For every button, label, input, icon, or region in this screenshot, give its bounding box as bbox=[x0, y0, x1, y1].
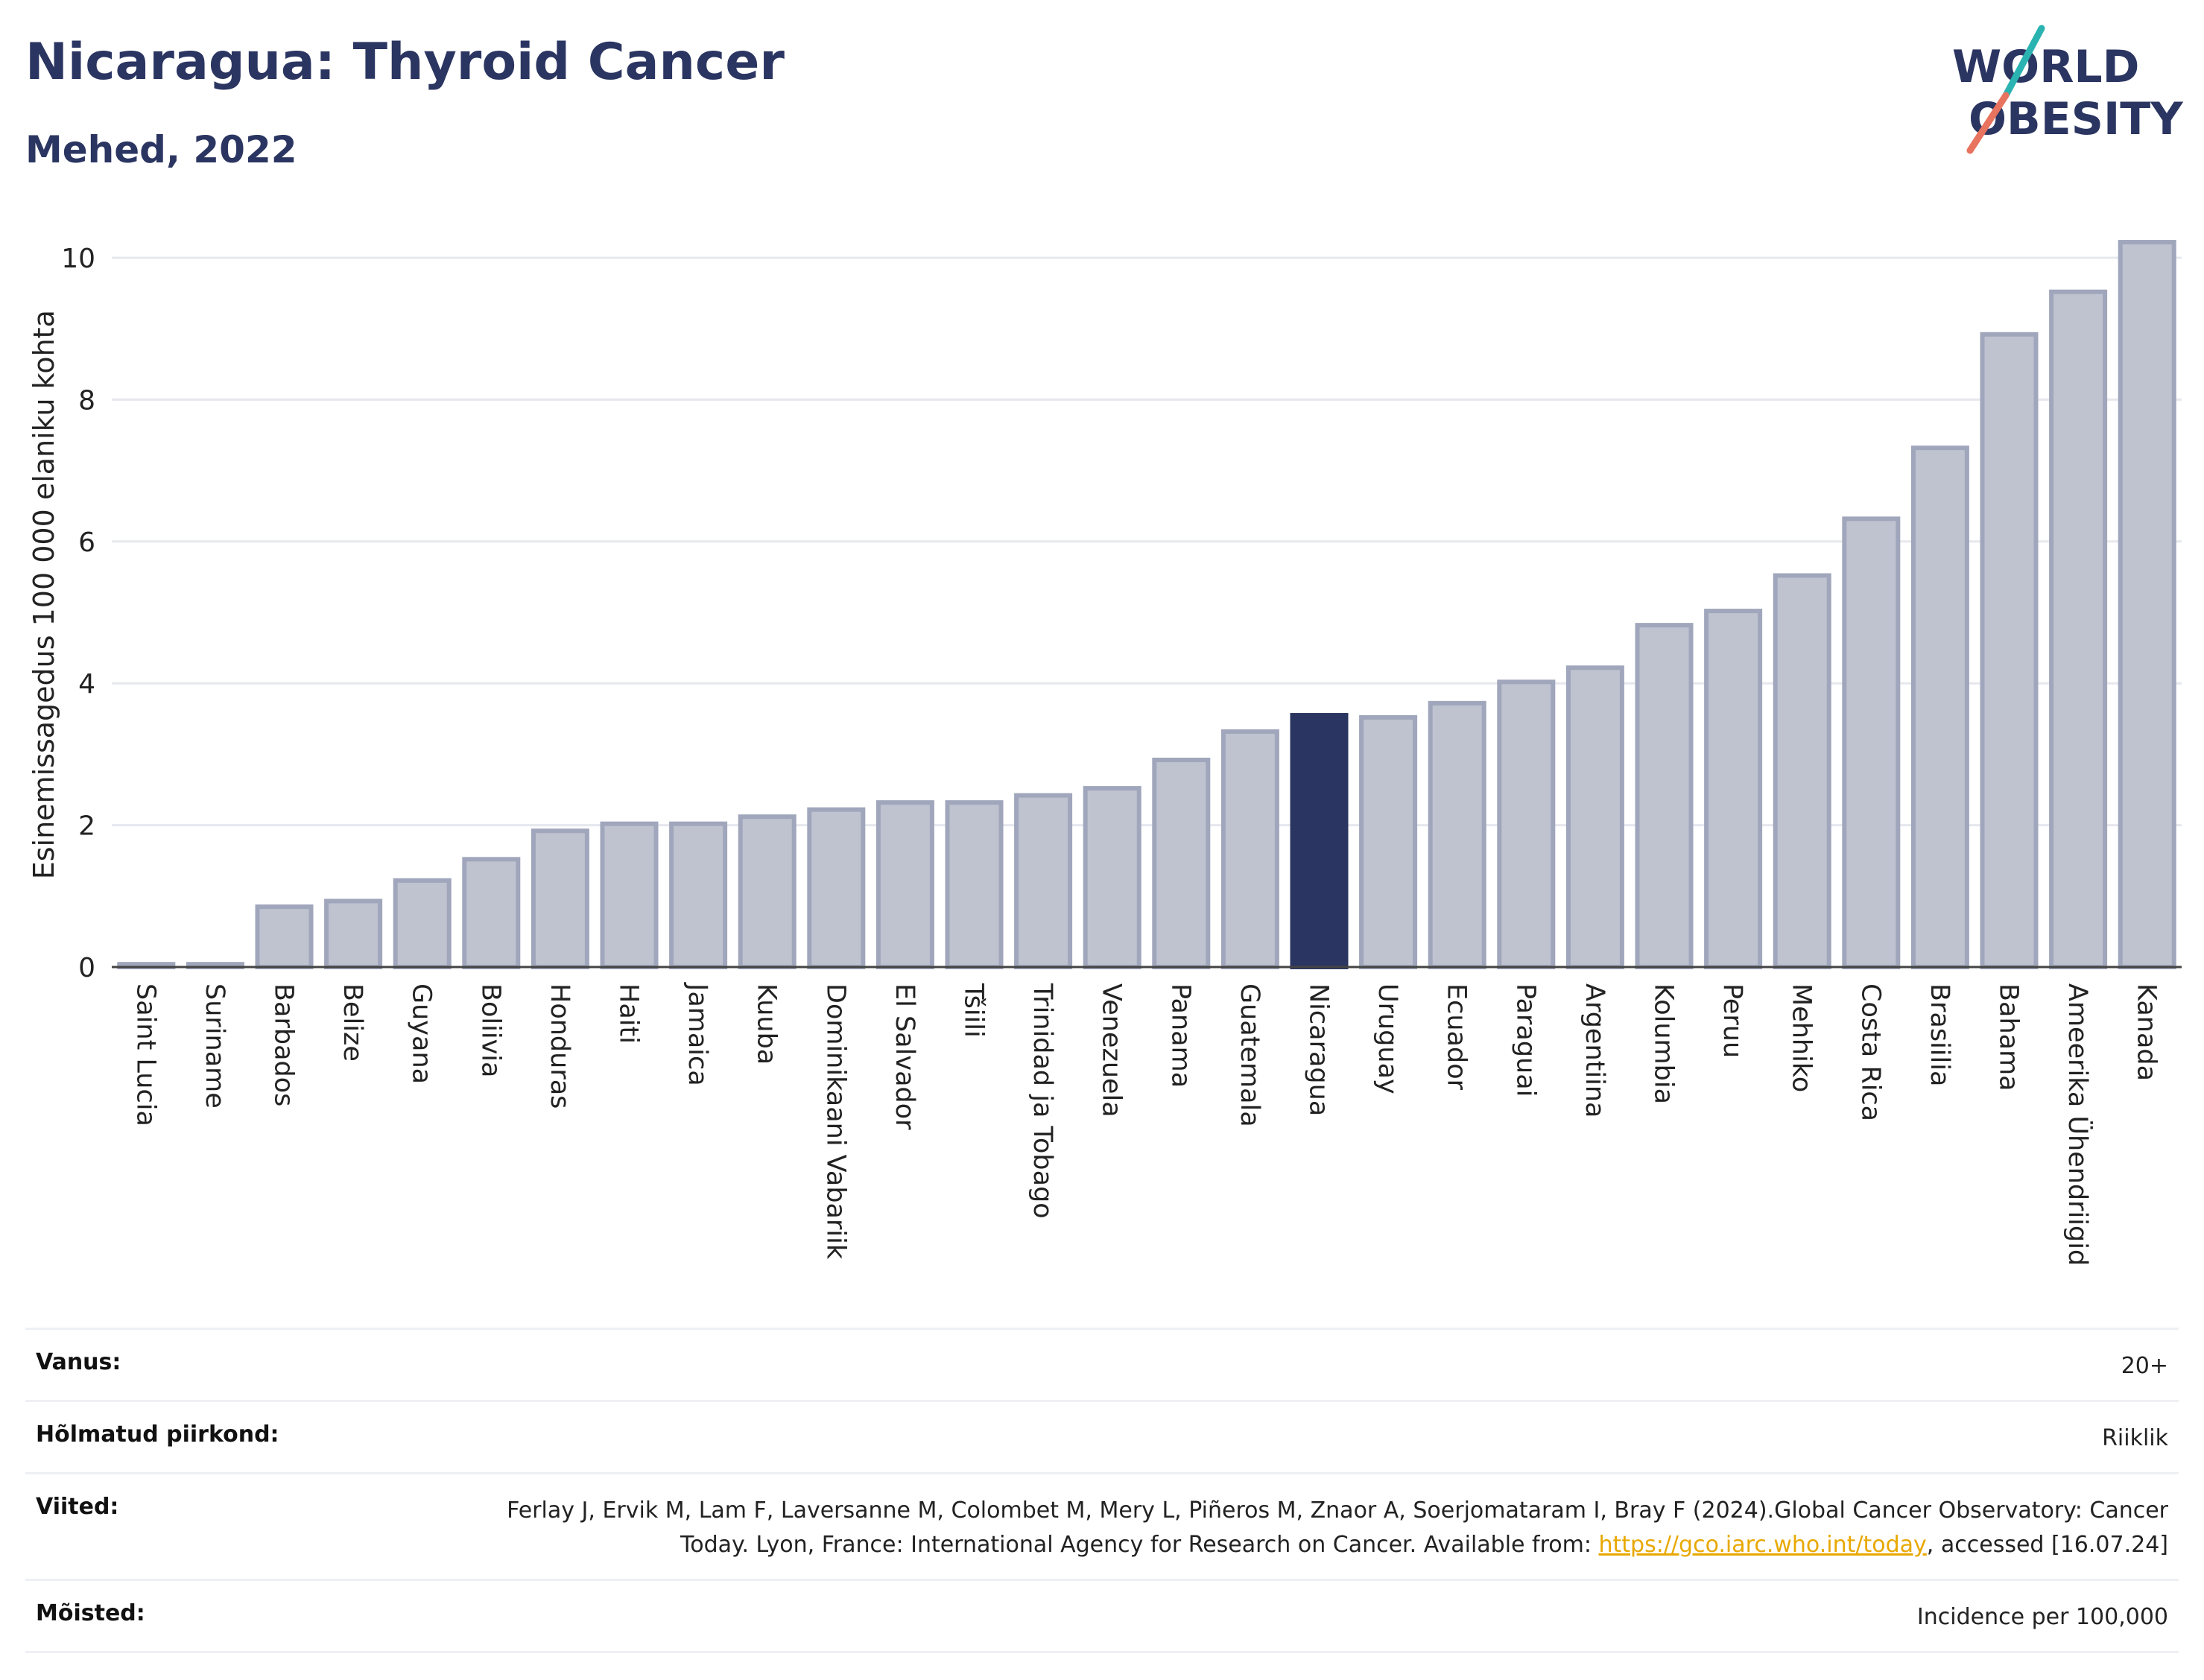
meta-value: Riiklik bbox=[2102, 1425, 2168, 1451]
bar-el-salvador bbox=[875, 800, 934, 969]
x-tick-label: Boliivia bbox=[475, 983, 505, 1077]
y-tick-label: 8 bbox=[78, 385, 95, 416]
meta-value: 20+ bbox=[2121, 1353, 2168, 1379]
grid-layer bbox=[112, 256, 2182, 827]
bar-paraguai bbox=[1497, 679, 1556, 970]
meta-row: Viited: Ferlay J, Ervik M, Lam F, Laversa… bbox=[25, 1472, 2179, 1579]
logo-slash-coral bbox=[1966, 92, 2010, 154]
meta-row: Vanus: 20+ bbox=[25, 1328, 2179, 1400]
bar-brasiilia bbox=[1910, 446, 1969, 969]
meta-label: Viited: bbox=[36, 1494, 119, 1520]
logo-slash-teal bbox=[2002, 25, 2045, 99]
meta-row: Hõlmatud piirkond: Riiklik bbox=[25, 1400, 2179, 1472]
x-tick-label: Panama bbox=[1165, 983, 1195, 1088]
meta-label: Vanus: bbox=[36, 1349, 121, 1375]
x-tick-label: Argentiina bbox=[1580, 983, 1609, 1118]
x-tick-label: Haiti bbox=[614, 983, 644, 1044]
bar-barbados bbox=[255, 904, 314, 969]
bar-boliivia bbox=[462, 857, 521, 970]
bar-belize bbox=[324, 898, 383, 969]
bar-guatemala bbox=[1220, 729, 1279, 969]
x-tick-label: Dominikaani Vabariik bbox=[820, 983, 850, 1260]
y-tick-label: 2 bbox=[78, 811, 95, 842]
bar-guyana bbox=[393, 878, 452, 969]
x-tick-label: Barbados bbox=[269, 983, 299, 1106]
y-axis-label: Esinemissagedus 100 000 elaniku kohta bbox=[28, 310, 60, 879]
bar-ameerika-ühendriigid bbox=[2049, 289, 2108, 970]
x-tick-label: Peruu bbox=[1717, 983, 1747, 1058]
bar-kolumbia bbox=[1635, 623, 1694, 969]
x-tick-label: Kanada bbox=[2132, 983, 2162, 1081]
x-tick-label: Guatemala bbox=[1235, 983, 1264, 1127]
axis-layer: 0 2 4 6 8 10 Saint Lucia Suriname Barbados Belize… bbox=[61, 244, 2182, 1266]
x-tick-label: Bahama bbox=[1994, 983, 2024, 1091]
bar-uruguay bbox=[1359, 714, 1418, 969]
world-obesity-logo: WORLD OBESITY bbox=[1952, 25, 2184, 154]
chart-title: Nicaragua: Thyroid Cancer bbox=[25, 33, 785, 92]
bar-tšiili bbox=[945, 800, 1004, 969]
x-tick-label: Costa Rica bbox=[1855, 983, 1885, 1121]
x-tick-label: Belize bbox=[338, 983, 367, 1062]
bar-dominikaani-vabariik bbox=[807, 807, 866, 969]
x-tick-label: Mehhiko bbox=[1787, 983, 1817, 1092]
x-tick-label: El Salvador bbox=[890, 983, 919, 1130]
x-tick-label: Kolumbia bbox=[1649, 983, 1679, 1104]
meta-label: Mõisted: bbox=[36, 1600, 145, 1626]
x-tick-label: Guyana bbox=[407, 983, 437, 1084]
bar-chart: 0 2 4 6 8 10 Saint Lucia Suriname Barbados Belize… bbox=[28, 240, 2182, 1266]
x-tick-label: Kuuba bbox=[752, 983, 782, 1065]
bar-ecuador bbox=[1428, 700, 1486, 970]
x-tick-label: Ameerika Ühendriigid bbox=[2062, 983, 2094, 1266]
x-tick-label: Venezuela bbox=[1097, 983, 1127, 1118]
x-tick-label: Brasiilia bbox=[1925, 983, 1954, 1086]
bar-argentiina bbox=[1565, 665, 1624, 969]
meta-value: Incidence per 100,000 bbox=[1916, 1604, 2168, 1630]
chart-subtitle: Mehed, 2022 bbox=[25, 128, 297, 171]
x-tick-label: Nicaragua bbox=[1304, 983, 1334, 1116]
x-tick-label: Paraguai bbox=[1510, 983, 1540, 1097]
bar-peruu bbox=[1704, 609, 1763, 969]
bar-bahama bbox=[1980, 332, 2039, 970]
reference-link[interactable]: https://gco.iarc.who.int/today bbox=[1598, 1532, 1927, 1558]
bar-haiti bbox=[600, 821, 659, 970]
meta-label: Hõlmatud piirkond: bbox=[36, 1421, 279, 1448]
x-tick-label: Tšiili bbox=[959, 983, 989, 1038]
bar-mehhiko bbox=[1773, 573, 1831, 969]
y-tick-label: 4 bbox=[78, 669, 95, 700]
y-tick-label: 0 bbox=[78, 953, 95, 983]
logo-line1: WORLD bbox=[1952, 41, 2139, 93]
bar-venezuela bbox=[1083, 786, 1141, 969]
x-tick-label: Saint Lucia bbox=[130, 983, 160, 1126]
x-tick-label: Uruguay bbox=[1372, 983, 1402, 1094]
x-tick-label: Trinidad ja Tobago bbox=[1027, 983, 1057, 1219]
bar-panama bbox=[1152, 758, 1211, 969]
bar-costa-rica bbox=[1842, 516, 1901, 969]
bar-layer bbox=[117, 240, 2176, 970]
bar-kuuba bbox=[738, 814, 797, 970]
bar-honduras bbox=[531, 828, 589, 969]
bar-kanada bbox=[2118, 240, 2176, 969]
bar-jamaica bbox=[669, 821, 728, 970]
bar-trinidad-ja-tobago bbox=[1014, 793, 1073, 969]
chart-metadata: Vanus: 20+ Hõlmatud piirkond: Riiklik Viited… bbox=[25, 1328, 2179, 1653]
y-tick-label: 6 bbox=[78, 527, 95, 558]
x-tick-label: Ecuador bbox=[1442, 983, 1472, 1091]
meta-row: Mõisted: Incidence per 100,000 bbox=[25, 1579, 2179, 1653]
bar-nicaragua bbox=[1290, 713, 1349, 969]
meta-value: Ferlay J, Ervik M, Lam F, Laversanne M, … bbox=[507, 1497, 2168, 1558]
x-tick-label: Jamaica bbox=[683, 982, 712, 1086]
y-tick-label: 10 bbox=[61, 244, 95, 274]
x-tick-label: Suriname bbox=[200, 983, 229, 1109]
x-tick-label: Honduras bbox=[545, 983, 574, 1109]
